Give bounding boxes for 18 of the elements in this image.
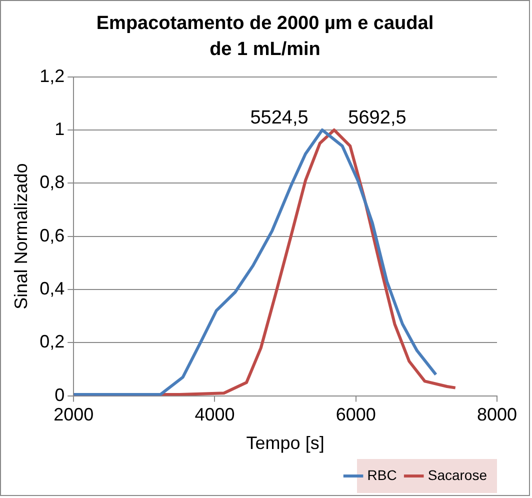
y-tick-label: 1,2: [40, 66, 65, 86]
chart-title: Empacotamento de 2000 µm e caudal de 1 mL/min: [95, 12, 435, 62]
y-tick-label: 1: [54, 118, 65, 139]
legend-label: Sacarose: [428, 466, 488, 483]
y-tick-label: 0,2: [40, 332, 65, 352]
y-tick-label: 0: [54, 384, 65, 405]
x-tick-label: 2000: [54, 404, 94, 425]
x-axis-title: Tempo [s]: [246, 433, 324, 454]
y-tick-label: 0,6: [40, 225, 65, 246]
annotation: 5692,5: [348, 108, 406, 129]
y-axis-title: Sinal Normalizado: [10, 163, 31, 310]
legend-label: RBC: [367, 466, 397, 483]
x-tick-label: 8000: [476, 404, 518, 425]
x-tick-label: 6000: [336, 404, 376, 425]
annotation: 5524,5: [250, 108, 308, 129]
x-tick-label: 4000: [194, 404, 235, 425]
y-tick-label: 0,8: [40, 172, 65, 192]
y-tick-label: 0,4: [40, 278, 65, 298]
